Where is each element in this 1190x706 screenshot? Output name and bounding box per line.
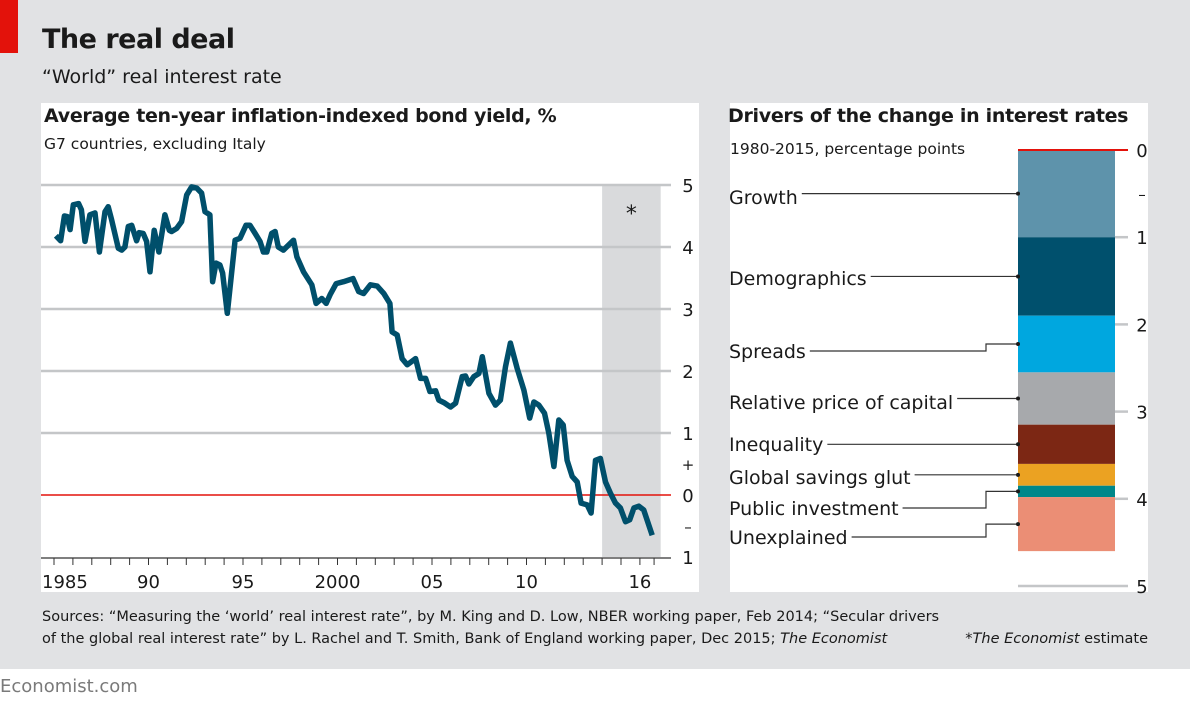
bar-segment [1018,237,1115,316]
leader-dot [1016,472,1020,477]
line-chart-title: Average ten-year inflation-indexed bond … [44,105,557,127]
y-tick-label: 3 [682,300,693,321]
x-tick-label: 05 [421,572,444,593]
leader-line [809,343,1018,352]
bar-segment-label: Spreads [729,341,806,363]
estimate-asterisk: * [626,202,637,227]
bar-segment-label: Demographics [729,268,867,290]
drivers-chart-subtitle: 1980-2015, percentage points [730,140,966,158]
leader-line [851,523,1018,538]
bar-segment [1018,463,1115,486]
sources-line-2-text: of the global real interest rate” by L. … [42,631,781,647]
bar-axis-label: 2 [1136,315,1147,336]
bar-axis-label: 3 [1136,403,1147,424]
bar-axis-label: 0 [1136,141,1147,162]
bar-axis-label: 1 [1136,228,1147,249]
sources-line-2: of the global real interest rate” by L. … [42,628,939,650]
y-tick-label: 0 [682,486,693,507]
bar-segment [1018,485,1115,498]
chart-subtitle: “World” real interest rate [42,66,282,88]
leader-line [902,490,1018,509]
bar-axis-label: 4 [1136,490,1147,511]
leader-dot [1016,522,1020,527]
footnote-star: * [965,631,973,647]
x-tick-label: 2000 [315,572,361,593]
bar-segment [1018,497,1115,552]
bar-segment-label: Global savings glut [729,467,911,489]
footnote-text: estimate [1079,631,1148,647]
leader-dot [1016,489,1020,494]
sources-note: Sources: “Measuring the ‘world’ real int… [42,606,939,650]
x-tick-label: 95 [232,572,255,593]
y-tick-label: 1 [682,548,693,569]
leader-dot [1016,191,1020,196]
y-tick-label: 1 [682,424,693,445]
sources-line-1: Sources: “Measuring the ‘world’ real int… [42,609,940,625]
y-tick-label: 5 [682,176,693,197]
line-chart-subtitle: G7 countries, excluding Italy [44,135,266,153]
y-tick-label: 4 [682,238,693,259]
estimate-footnote: *The Economist estimate [965,628,1148,650]
bar-segment-label: Inequality [729,434,823,456]
y-tick-label: 2 [682,362,693,383]
brand-logo-text: Economist.com [0,676,138,697]
bar-segment-label: Public investment [729,498,899,520]
x-tick-label: 90 [137,572,160,593]
bar-segment [1018,372,1115,425]
brand-red-tag [0,0,18,53]
drivers-chart-title: Drivers of the change in interest rates [728,105,1129,127]
x-tick-label: 10 [515,572,538,593]
leader-dot [1016,396,1020,401]
bar-segment [1018,150,1115,238]
bar-segment-label: Unexplained [729,527,848,549]
series-line [53,184,655,537]
bar-segment [1018,424,1115,464]
leader-dot [1016,442,1020,447]
bar-segment-label: Relative price of capital [729,392,953,414]
negative-sign-marker: – [684,518,692,536]
chart-frame: The real deal “World” real interest rate… [0,0,1190,669]
x-tick-label: 1985 [42,572,88,593]
positive-sign-marker: + [682,456,695,474]
x-tick-label: 16 [628,572,651,593]
drivers-bar-chart: 0 1 2 3 4 5 – Growth Demographics Spreads Relative… [729,141,1148,598]
chart-title: The real deal [42,24,235,55]
bar-negative-sign-marker: – [1138,186,1146,204]
footnote-publication: The Economist [972,631,1080,647]
leader-dot [1016,274,1020,279]
sources-publication: The Economist [780,631,888,647]
bar-axis-label: 5 [1136,577,1147,598]
leader-dot [1016,342,1020,347]
bar-segment-label: Growth [729,187,798,209]
bar-segment [1018,315,1115,373]
